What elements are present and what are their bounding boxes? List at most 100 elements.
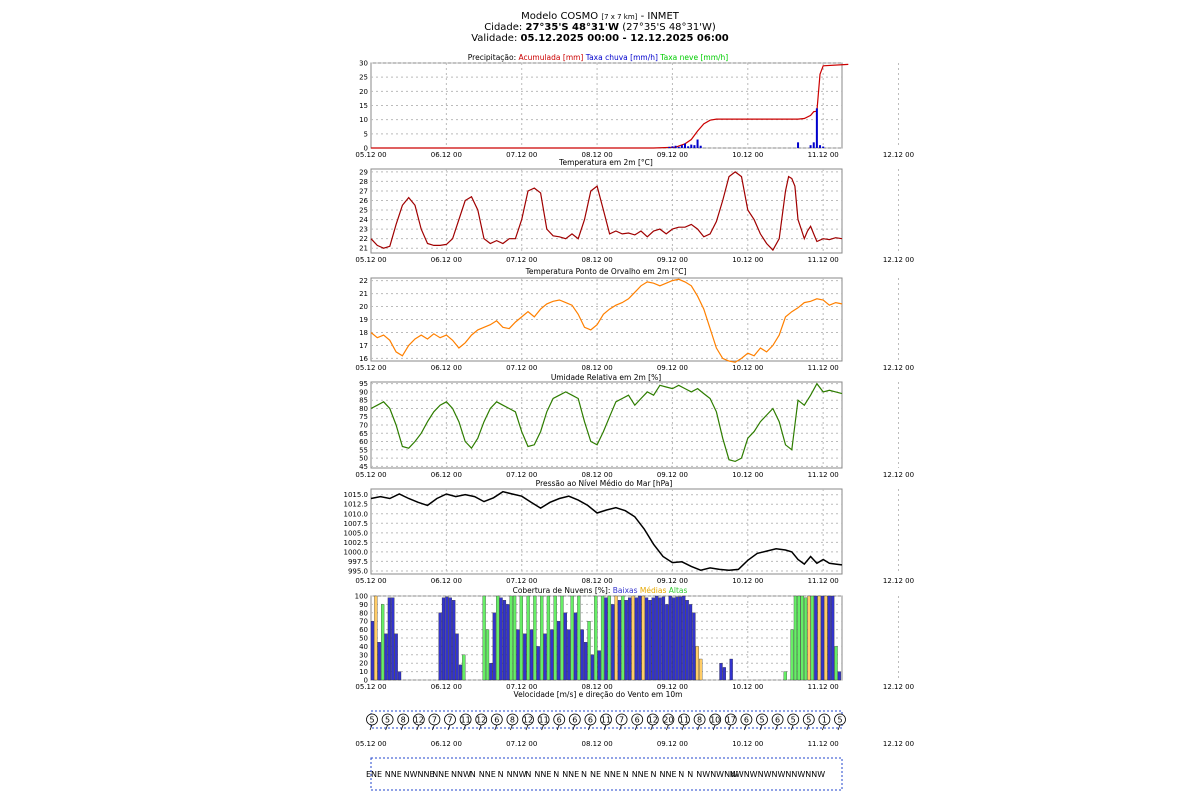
cloud-bar	[692, 612, 696, 681]
cloud-bar	[634, 597, 639, 681]
wind-direction-label: N	[525, 770, 531, 779]
x-tick-label: 08.12 00	[581, 577, 612, 585]
header-line1: Modelo COSMO [7 x 7 km] - INMET	[521, 11, 680, 22]
cloud-bar	[526, 595, 530, 681]
wind-direction-label: NNE	[562, 770, 579, 779]
cloud-bar	[441, 597, 446, 681]
precipitation-title: Precipitação: Acumulada [mm] Taxa chuva …	[468, 53, 728, 62]
x-tick-label: 08.12 00	[581, 256, 612, 264]
pressure-title: Pressão ao Nível Médio do Mar [hPa]	[536, 479, 673, 488]
y-tick-label: 1005.0	[344, 529, 369, 537]
cloud-bar	[699, 658, 703, 681]
cloud-bar	[516, 629, 520, 681]
rain-rate-bar	[797, 142, 800, 148]
cloud-bar	[584, 642, 588, 681]
cloud-bar	[597, 650, 601, 681]
x-tick-label: 11.12 00	[808, 740, 839, 748]
x-tick-label: 07.12 00	[506, 577, 537, 585]
rain-rate-bar	[674, 145, 677, 148]
y-tick-label: 0	[364, 677, 368, 685]
series-line	[370, 382, 843, 463]
header-line2: Cidade: 27°35'S 48°31'W (27°35'S 48°31'W…	[484, 22, 716, 33]
cloud-bar	[381, 604, 385, 681]
wind-direction-label: NNE	[385, 770, 402, 779]
wind-speed-label: 11	[679, 716, 689, 725]
series-line	[370, 278, 843, 363]
rain-rate-bar	[822, 146, 825, 148]
wind-direction-arrow	[837, 724, 841, 731]
cloud-bar	[695, 646, 699, 681]
wind-title: Velocidade [m/s] e direção do Vento em 1…	[514, 690, 683, 699]
wind-direction-label: NNW	[507, 770, 527, 779]
humidity-panel: Umidade Relativa em 2m [%] 4550556065707…	[355, 373, 914, 479]
x-tick-label: 12.12 00	[883, 577, 914, 585]
cloud-bar	[685, 600, 689, 681]
cloud-bar	[729, 658, 733, 681]
cloud-bar	[628, 597, 632, 681]
cloud-bar	[682, 595, 686, 681]
x-tick-label: 07.12 00	[506, 256, 537, 264]
series-line	[371, 63, 849, 149]
x-tick-label: 11.12 00	[808, 471, 839, 479]
x-tick-label: 09.12 00	[657, 471, 688, 479]
wind-speed-label: 17	[726, 716, 736, 725]
wind-speed-label: 5	[837, 716, 842, 725]
wind-speed-label: 5	[759, 716, 764, 725]
cloud-bar	[533, 595, 537, 681]
wind-direction-arrow	[681, 724, 685, 731]
wind-direction-label: NNE	[632, 770, 649, 779]
wind-direction-arrow	[790, 724, 794, 731]
y-tick-label: 28	[359, 178, 368, 186]
cloud-bar	[536, 646, 540, 681]
cloud-bar	[783, 671, 787, 681]
x-tick-label: 12.12 00	[883, 740, 914, 748]
y-tick-label: 21	[359, 245, 368, 253]
y-tick-label: 30	[359, 60, 368, 68]
y-tick-label: 20	[359, 660, 368, 668]
cloud-bar	[648, 600, 652, 681]
y-tick-label: 30	[359, 651, 368, 659]
cloud-bar	[837, 671, 842, 681]
cloud-bar	[567, 629, 571, 681]
wind-direction-arrow	[432, 724, 435, 731]
wind-direction-label: N	[651, 770, 657, 779]
y-tick-label: 16	[359, 355, 368, 363]
x-tick-label: 06.12 00	[431, 577, 462, 585]
cloud-bar	[644, 597, 649, 681]
y-tick-label: 50	[359, 635, 368, 643]
wind-direction-arrow	[744, 724, 747, 731]
cloud-bar	[638, 595, 642, 681]
cloud-bar	[831, 595, 835, 681]
cloud-bar	[523, 633, 527, 681]
rain-rate-bar	[671, 146, 674, 148]
x-tick-label: 09.12 00	[657, 683, 688, 691]
cloud-bar	[587, 621, 591, 681]
cloud-bar	[529, 629, 534, 681]
wind-direction-arrow	[416, 724, 420, 731]
wind-speed-label: 12	[648, 716, 658, 725]
y-tick-label: 25	[359, 207, 368, 215]
y-tick-label: 100	[355, 593, 368, 601]
cloud-bar	[614, 595, 618, 681]
wind-speed-label: 5	[369, 716, 374, 725]
x-tick-label: 10.12 00	[732, 471, 763, 479]
x-tick-label: 08.12 00	[581, 471, 612, 479]
x-tick-label: 10.12 00	[732, 740, 763, 748]
y-tick-label: 29	[359, 168, 368, 176]
wind-direction-label: NNE	[432, 770, 449, 779]
y-tick-label: 22	[359, 235, 368, 243]
x-tick-label: 09.12 00	[657, 364, 688, 372]
wind-speed-label: 6	[572, 716, 577, 725]
wind-speed-label: 11	[461, 716, 471, 725]
cloud-bar	[499, 597, 503, 681]
y-tick-label: 85	[359, 397, 368, 405]
x-tick-label: 07.12 00	[506, 364, 537, 372]
x-tick-label: 11.12 00	[808, 577, 839, 585]
y-tick-label: 995.0	[348, 567, 368, 575]
wind-speed-label: 11	[601, 716, 611, 725]
rain-rate-bar	[684, 143, 686, 148]
y-tick-label: 10	[359, 668, 368, 676]
x-tick-label: 08.12 00	[581, 740, 612, 748]
wind-direction-label: NWNNE	[404, 770, 435, 779]
x-tick-label: 08.12 00	[581, 683, 612, 691]
